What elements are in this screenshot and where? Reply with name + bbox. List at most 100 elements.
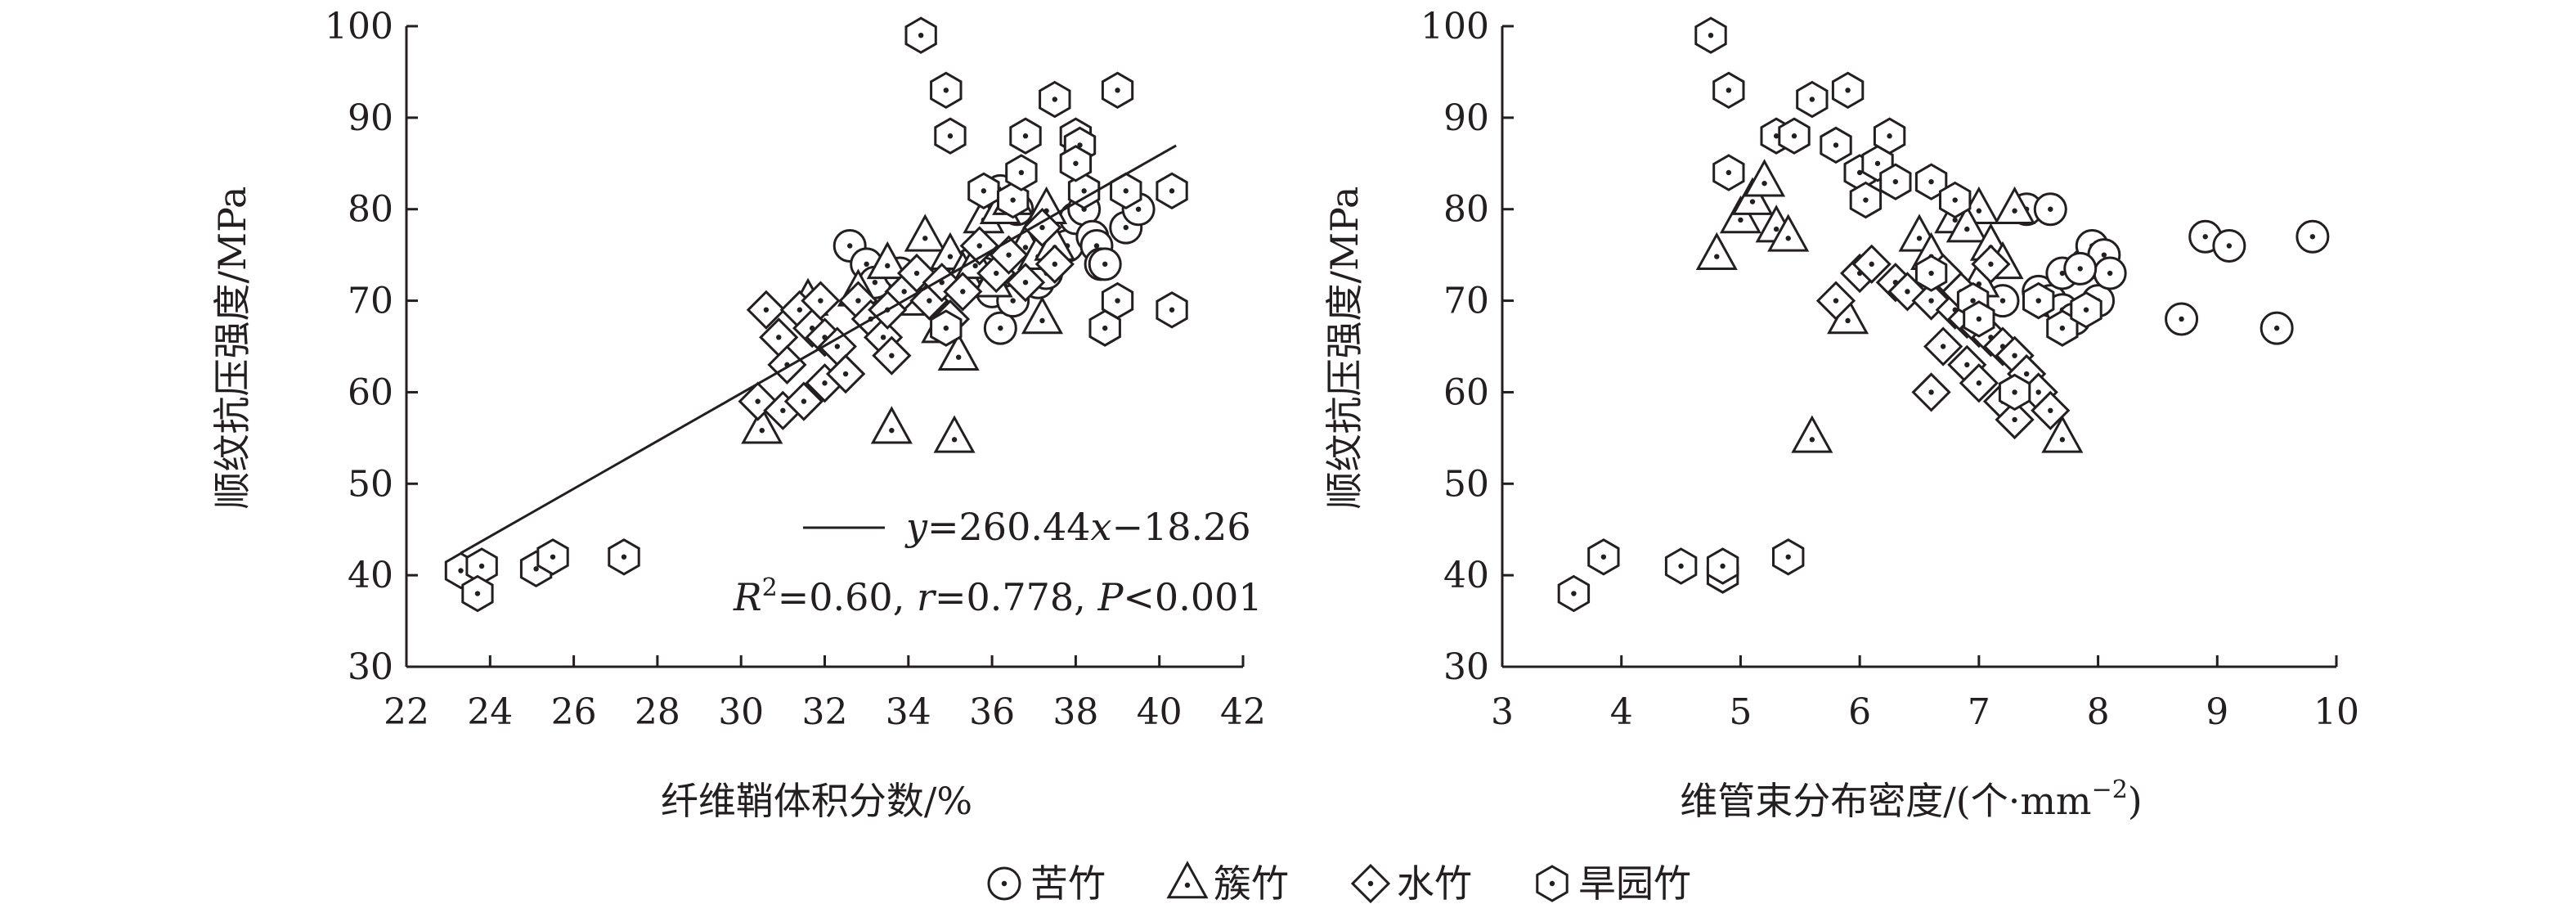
y-tick-label: 40 xyxy=(348,555,393,596)
x-tick-label: 38 xyxy=(1052,691,1098,733)
x-tick-label: 26 xyxy=(551,691,597,733)
legend-item-hanyuanzhu: 旱园竹 xyxy=(1536,861,1691,904)
data-point-hexagon xyxy=(2022,281,2055,320)
data-point-diamond xyxy=(959,226,999,266)
data-points xyxy=(444,16,1188,613)
x-tick-label: 7 xyxy=(1968,691,1990,733)
data-point-triangle xyxy=(1731,177,1774,215)
regression-annotation: y=260.44x−18.26 R2=0.60, r=0.778, P<0.00… xyxy=(733,505,1263,619)
legend-label-hanyuanzhu: 旱园竹 xyxy=(1578,861,1691,904)
y-tick-label: 90 xyxy=(348,97,393,139)
x-axis-title: 维管束分布密度/(个·mm−2) xyxy=(1680,776,2143,823)
legend-marker-hexagon xyxy=(1536,865,1568,902)
data-point-diamond xyxy=(1923,326,1963,367)
data-point-hexagon xyxy=(1067,172,1101,210)
data-point-hexagon xyxy=(1879,163,1912,200)
data-point-triangle xyxy=(2041,415,2084,453)
data-point-diamond xyxy=(1911,372,1951,412)
y-tick-label: 70 xyxy=(1443,281,1489,322)
data-point-hexagon xyxy=(997,181,1030,219)
data-point-triangle xyxy=(866,241,909,280)
legend-label-kuzhu: 苦竹 xyxy=(1030,861,1106,904)
y-tick-label: 50 xyxy=(348,463,393,505)
data-point-diamond xyxy=(1995,399,2035,440)
data-point-triangle xyxy=(1719,195,1761,234)
data-point-diamond xyxy=(943,272,983,312)
y-tick-label: 100 xyxy=(1420,6,1489,47)
data-point-hexagon xyxy=(1587,538,1620,576)
data-point-circle-dot xyxy=(2063,251,2098,286)
y-tick-label: 90 xyxy=(1443,97,1489,139)
data-point-triangle xyxy=(937,332,980,371)
data-point-hexagon xyxy=(1820,126,1852,164)
data-point-triangle xyxy=(933,415,976,453)
y-tick-label: 50 xyxy=(1443,463,1489,505)
x-tick-label: 22 xyxy=(384,691,429,733)
legend-label-shuizhu: 水竹 xyxy=(1397,861,1472,904)
data-point-hexagon xyxy=(1772,538,1805,576)
legend-marker-diamond xyxy=(1350,863,1391,904)
data-point-hexagon xyxy=(1557,574,1591,613)
regression-line xyxy=(460,144,1177,555)
data-point-circle-dot xyxy=(983,311,1017,345)
x-tick-label: 34 xyxy=(886,691,931,733)
y-tick-label: 60 xyxy=(348,371,393,413)
data-point-hexagon xyxy=(1039,80,1071,119)
data-point-hexagon xyxy=(1088,309,1121,347)
y-axis-title: 顺纹抗压强度/MPa xyxy=(210,187,254,510)
data-point-diamond xyxy=(801,281,841,321)
data-point-hexagon xyxy=(1694,16,1727,54)
regression-stats: R2=0.60, r=0.778, P<0.001 xyxy=(733,573,1263,619)
right-scatter-panel: 30 40 50 60 70 80 90 100 3 4 5 6 7 8 9 10 顺纹抗压强度/MPa 维管束分… xyxy=(1322,6,2359,823)
y-tick-label: 40 xyxy=(1443,555,1489,596)
data-point-triangle xyxy=(1744,159,1786,197)
y-tick-label: 80 xyxy=(1443,189,1489,231)
x-tick-label: 10 xyxy=(2313,691,2359,733)
data-point-diamond xyxy=(1005,263,1046,303)
data-point-hexagon xyxy=(1914,254,1948,292)
legend-item-cuzhu: 簇竹 xyxy=(1166,861,1289,904)
data-point-triangle xyxy=(1994,186,2036,225)
data-point-hexagon xyxy=(1831,71,1865,110)
data-point-hexagon xyxy=(1664,547,1698,585)
y-tick-label: 80 xyxy=(348,189,393,231)
data-point-circle-dot xyxy=(1088,247,1122,281)
legend-marker-triangle xyxy=(1166,861,1209,899)
legend-marker xyxy=(987,866,1021,901)
data-point-hexagon xyxy=(1796,80,1829,119)
data-point-hexagon xyxy=(930,71,963,110)
data-point-circle-dot xyxy=(2033,192,2067,227)
data-point-triangle xyxy=(1945,205,1988,243)
y-tick-label: 30 xyxy=(1443,646,1489,688)
x-tick-label: 5 xyxy=(1729,691,1752,733)
data-point-circle-dot xyxy=(2165,302,2199,336)
x-tick-label: 3 xyxy=(1491,691,1514,733)
data-point-diamond xyxy=(1959,363,1999,403)
data-point-hexagon xyxy=(1778,117,1811,155)
data-point-hexagon xyxy=(1059,145,1093,182)
legend-marker-circle-dot xyxy=(987,866,1021,901)
data-point-diamond xyxy=(783,381,824,421)
x-tick-label: 30 xyxy=(718,691,764,733)
legend-marker xyxy=(1536,865,1568,902)
data-point-hexagon xyxy=(904,16,937,54)
y-tick-label: 70 xyxy=(348,281,393,322)
data-point-triangle xyxy=(1021,296,1064,335)
data-point-triangle xyxy=(1695,232,1738,270)
data-point-hexagon xyxy=(536,538,569,576)
x-tick-label: 32 xyxy=(802,691,848,733)
data-point-hexagon xyxy=(934,117,967,155)
data-point-hexagon xyxy=(967,172,1000,210)
data-point-triangle xyxy=(741,406,783,444)
legend: 苦竹 簇竹 水竹 旱园竹 xyxy=(987,861,1691,904)
data-point-diamond xyxy=(2031,390,2071,430)
data-point-diamond xyxy=(1815,281,1856,321)
y-axis-title: 顺纹抗压强度/MPa xyxy=(1322,187,1367,510)
x-tick-label: 8 xyxy=(2087,691,2110,733)
y-tick-label: 60 xyxy=(1443,371,1489,413)
y-tick-label: 30 xyxy=(348,646,393,688)
data-point-hexagon xyxy=(1009,117,1042,155)
data-point-diamond xyxy=(872,335,912,376)
data-point-hexagon xyxy=(608,538,640,576)
